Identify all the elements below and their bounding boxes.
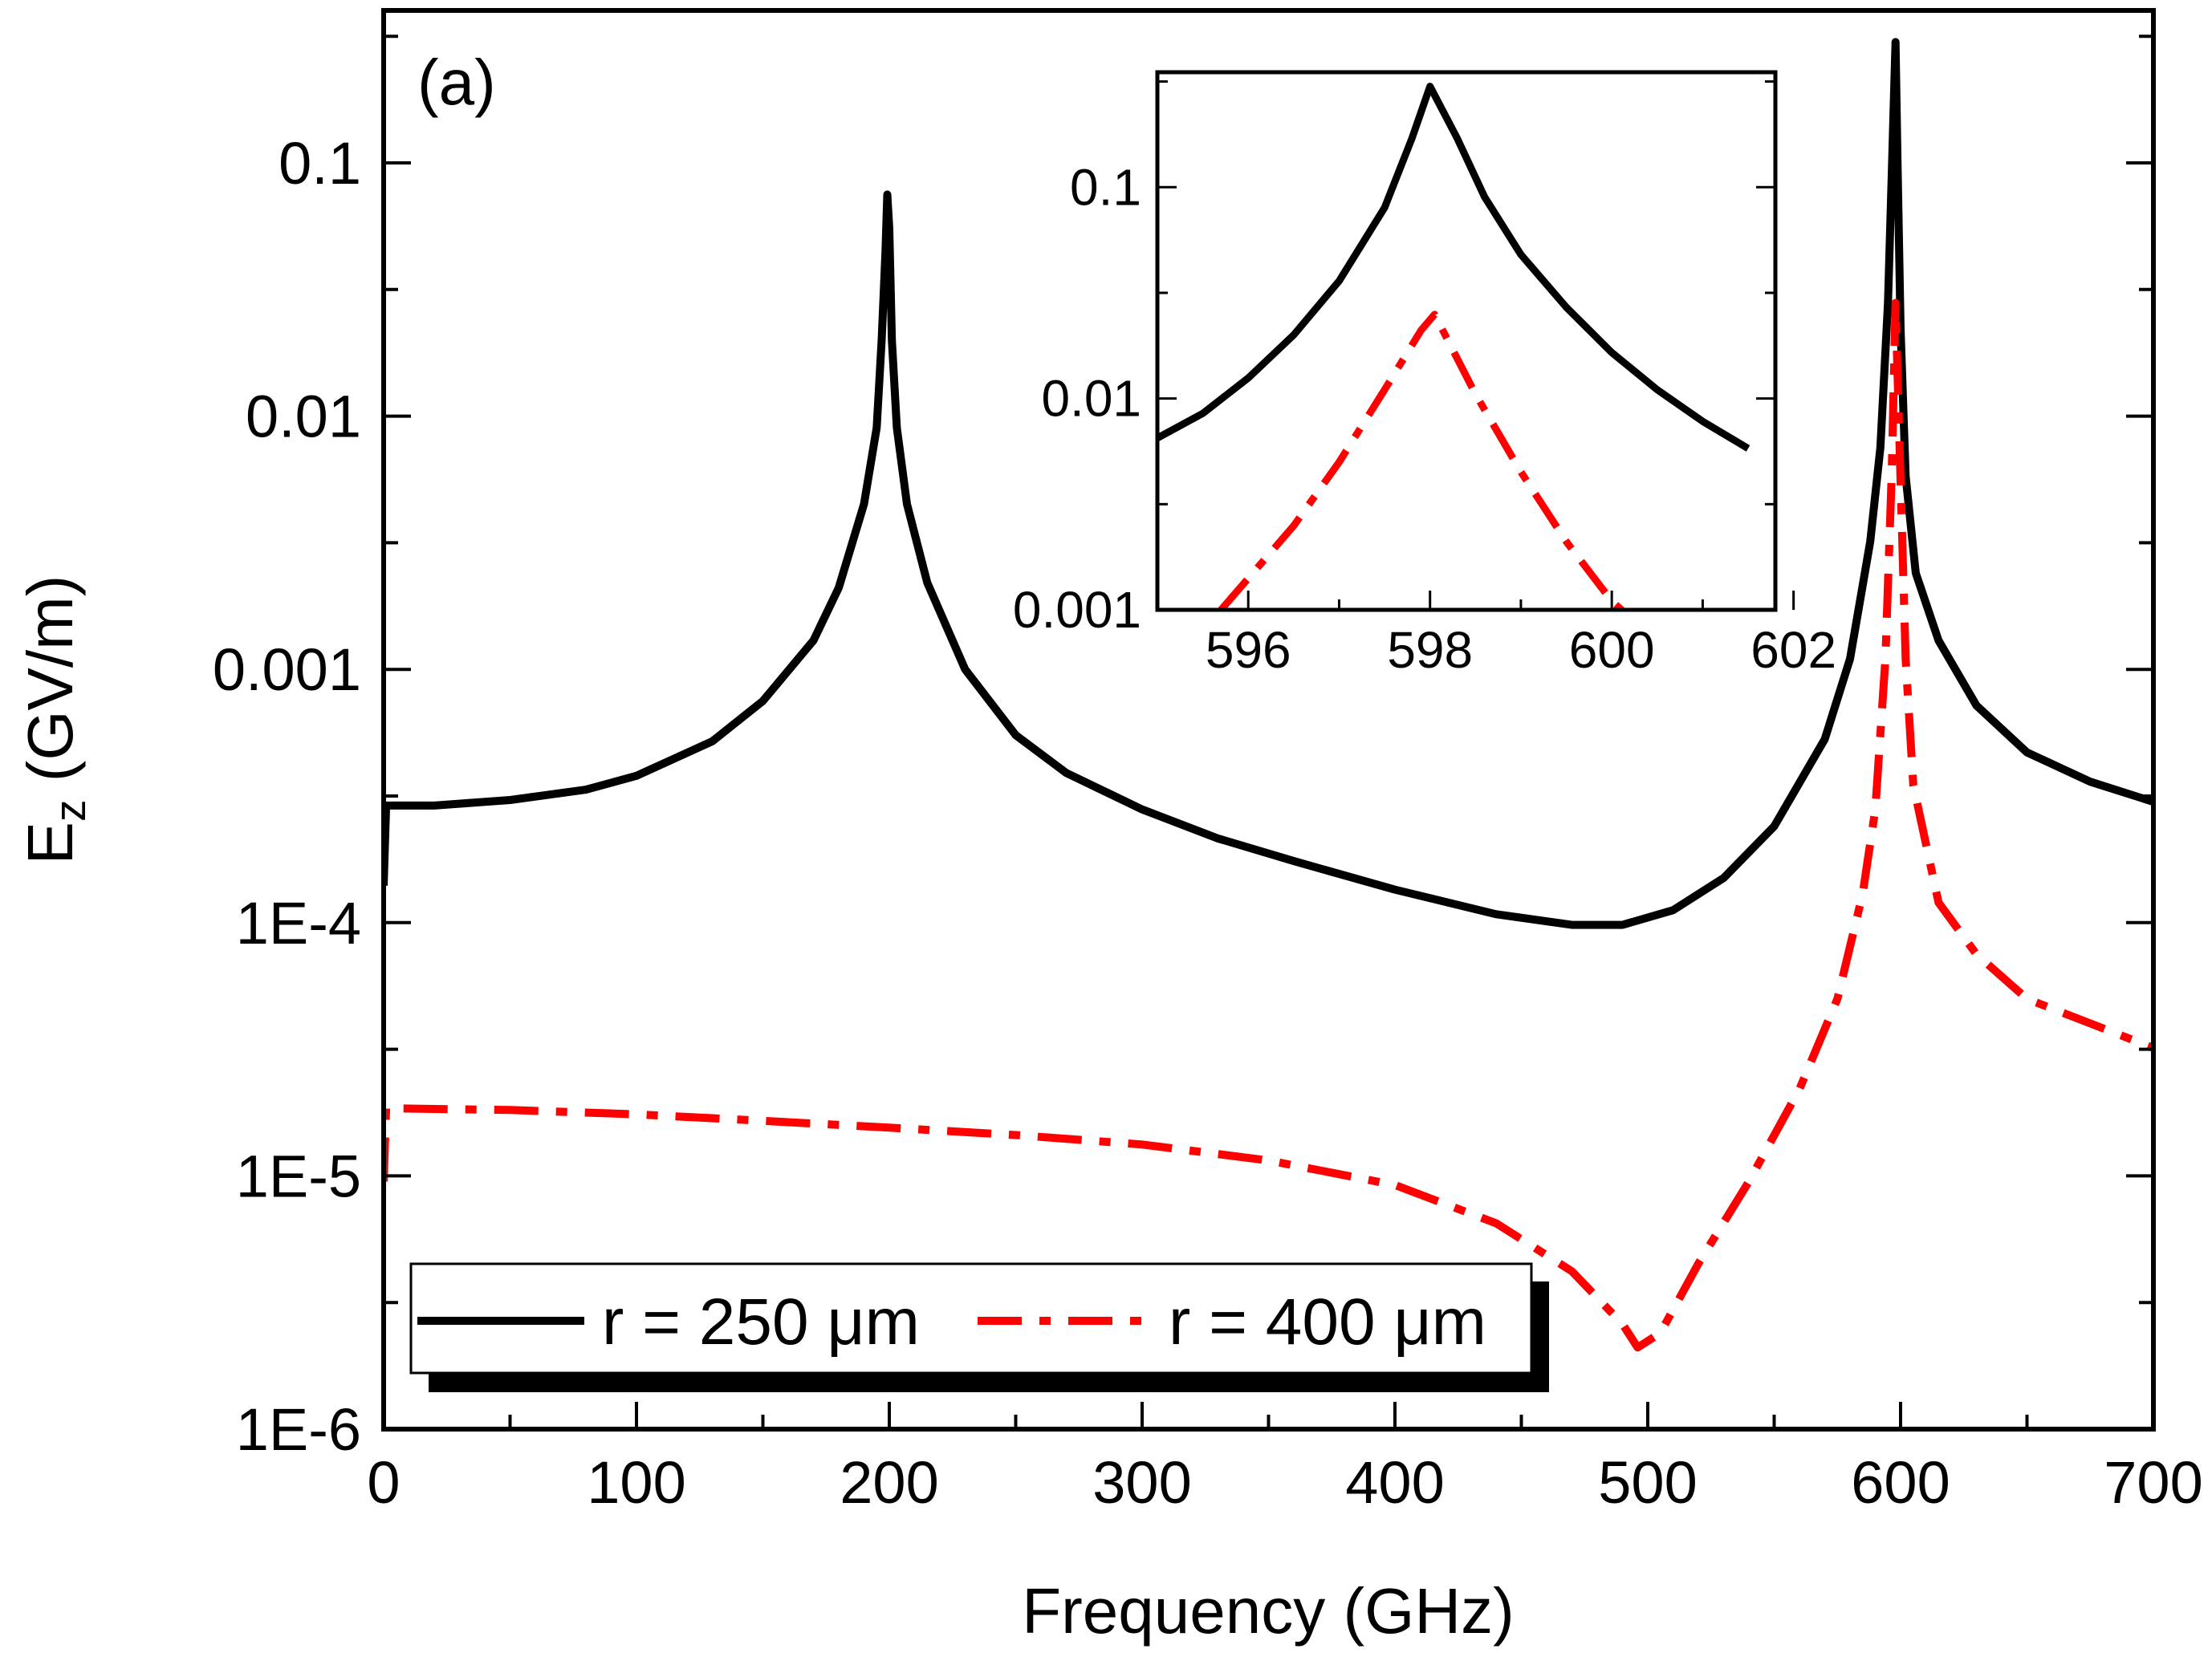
y-axis-title: Ez (GV/m) — [14, 575, 95, 865]
inset-x-tick-label: 596 — [1206, 621, 1291, 679]
inset-x-tick-label: 598 — [1387, 621, 1473, 679]
y-axis-title-subscript: z — [45, 800, 95, 822]
y-axis-title-unit: (GV/m) — [14, 575, 86, 800]
inset-y-tick-label: 0.1 — [1070, 158, 1141, 216]
inset-x-axis: 596 598 600 602 — [1206, 591, 1836, 679]
main-series-layer — [384, 38, 2153, 1352]
main-x-tick-label: 500 — [1598, 1449, 1697, 1516]
main-x-tick-label: 100 — [587, 1449, 685, 1516]
panel-label: (a) — [417, 47, 496, 118]
inset-plot-frame — [1155, 70, 1778, 612]
main-y-tick-label: 1E-4 — [236, 890, 361, 956]
inset-plot: 596 598 600 602 0.001 0.01 0.1 — [1013, 70, 1836, 679]
legend-entry-series-1: r = 250 μm — [602, 1285, 920, 1359]
legend-box — [409, 1262, 1533, 1375]
x-axis-title: Frequency (GHz) — [1022, 1575, 1514, 1647]
inset-series-layer — [1157, 83, 1750, 610]
main-x-tick-label: 400 — [1345, 1449, 1444, 1516]
main-plot-frame — [381, 8, 2156, 1432]
inset-y-axis: 0.001 0.01 0.1 — [1013, 80, 1775, 639]
main-x-tick-label: 0 — [367, 1449, 400, 1516]
main-series-line-1 — [384, 38, 2153, 929]
legend: r = 250 μm r = 400 μm — [409, 1262, 1549, 1392]
inset-x-tick-label: 600 — [1569, 621, 1655, 679]
y-axis-title-main: E — [14, 822, 86, 864]
main-y-axis: 1E-6 1E-5 1E-4 0.001 0.01 0.1 — [213, 35, 2153, 1463]
inset-y-tick-label: 0.01 — [1041, 370, 1141, 428]
inset-series-line-1 — [1157, 83, 1750, 452]
main-plot: 0 100 200 300 400 500 600 700 1E-6 1E-5 1E-4 0.001… — [14, 8, 2203, 1647]
main-x-axis: 0 100 200 300 400 500 600 700 — [367, 1402, 2203, 1516]
main-x-tick-label: 300 — [1092, 1449, 1191, 1516]
inset-series-line-2 — [1218, 311, 1627, 610]
main-y-tick-label: 0.1 — [279, 130, 361, 197]
main-x-tick-label: 200 — [840, 1449, 938, 1516]
main-y-tick-label: 0.01 — [246, 384, 361, 450]
main-y-tick-label: 0.001 — [213, 636, 361, 703]
main-x-tick-label: 600 — [1851, 1449, 1950, 1516]
main-y-tick-label: 1E-5 — [236, 1143, 361, 1209]
inset-x-tick-label: 602 — [1750, 621, 1836, 679]
main-x-tick-label: 700 — [2104, 1449, 2202, 1516]
main-y-tick-label: 1E-6 — [236, 1396, 361, 1463]
legend-entry-series-2: r = 400 μm — [1169, 1285, 1486, 1359]
inset-y-tick-label: 0.001 — [1013, 581, 1141, 639]
